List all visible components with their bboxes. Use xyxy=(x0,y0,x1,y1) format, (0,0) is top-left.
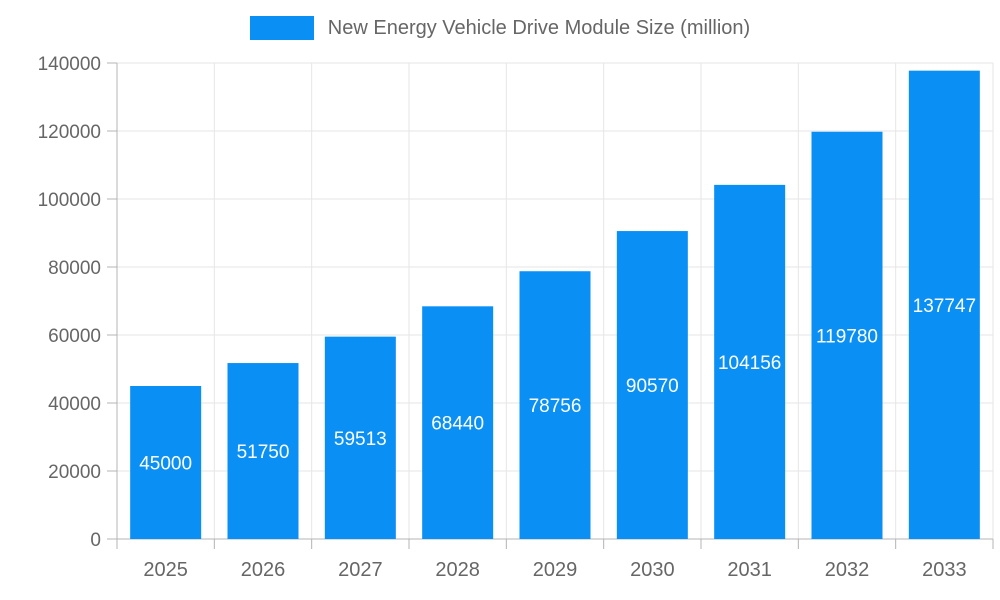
bar-value-label: 137747 xyxy=(913,296,976,317)
bar-value-label: 119780 xyxy=(816,326,878,347)
bar[interactable] xyxy=(130,386,202,539)
legend-swatch-icon xyxy=(249,16,314,40)
x-tick-label: 2031 xyxy=(727,559,772,581)
bar-value-label: 51750 xyxy=(237,442,290,463)
bar[interactable] xyxy=(811,131,883,540)
bar-value-label: 45000 xyxy=(139,454,192,475)
y-tick-label: 80000 xyxy=(48,258,101,279)
y-tick-label: 20000 xyxy=(48,462,101,483)
x-tick-label: 2029 xyxy=(533,559,578,581)
x-tick-label: 2030 xyxy=(630,559,675,581)
x-tick-label: 2026 xyxy=(241,559,286,581)
x-tick-label: 2027 xyxy=(338,559,383,581)
bar[interactable] xyxy=(616,231,688,539)
bar[interactable] xyxy=(519,271,591,539)
y-tick-label: 0 xyxy=(90,530,101,551)
x-tick-label: 2028 xyxy=(435,559,480,581)
bar-value-label: 104156 xyxy=(718,353,781,374)
bar-value-label: 78756 xyxy=(529,396,582,417)
bar-value-label: 68440 xyxy=(431,414,484,435)
bar-value-label: 59513 xyxy=(334,429,387,450)
x-tick-label: 2032 xyxy=(825,559,870,581)
bar[interactable] xyxy=(908,70,980,539)
y-tick-label: 60000 xyxy=(48,326,101,347)
x-tick-label: 2025 xyxy=(143,559,188,581)
chart-legend[interactable]: New Energy Vehicle Drive Module Size (mi… xyxy=(0,16,1000,40)
y-tick-label: 100000 xyxy=(38,190,101,211)
y-tick-label: 120000 xyxy=(38,122,101,143)
y-tick-label: 40000 xyxy=(48,394,101,415)
bar-value-label: 90570 xyxy=(626,376,679,397)
bar[interactable] xyxy=(324,336,396,539)
bar[interactable] xyxy=(714,184,786,539)
y-tick-label: 140000 xyxy=(38,54,101,75)
bar[interactable] xyxy=(227,363,299,539)
bar[interactable] xyxy=(422,306,494,539)
legend-label: New Energy Vehicle Drive Module Size (mi… xyxy=(327,17,751,39)
x-tick-label: 2033 xyxy=(922,559,967,581)
